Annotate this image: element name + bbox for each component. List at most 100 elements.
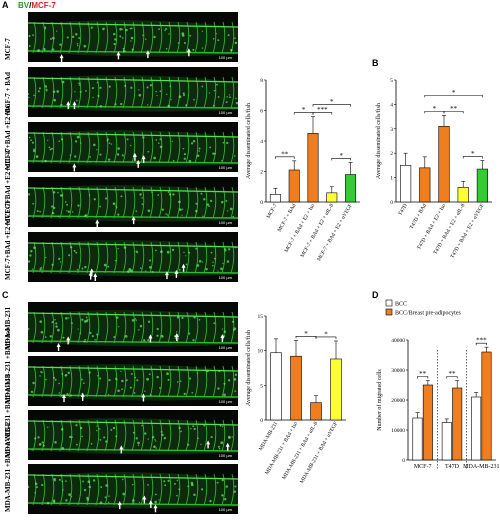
panel-label-d: D	[372, 290, 379, 300]
stain-mcf7: MCF-7	[31, 1, 56, 10]
fish-micrograph: 100 µm	[28, 67, 238, 117]
bar	[269, 194, 281, 203]
x-tick-label: MDA-MB-231 + BAd + αIL-8	[281, 421, 319, 481]
significance-bracket	[315, 336, 337, 339]
y-tick-label: 30000	[391, 368, 405, 374]
stain-legend: BV/MCF-7	[18, 1, 56, 10]
bar	[457, 187, 469, 203]
stain-bv: BV	[18, 1, 30, 10]
fish-row-label: MDA-MB-231 +BAd+αVEGF	[4, 422, 12, 512]
y-axis-label: Number of migrated cells	[376, 369, 383, 431]
bar	[330, 358, 342, 421]
significance-bracket	[462, 156, 483, 159]
fish-micrograph: 100 µm	[28, 464, 238, 514]
y-tick-label: 2	[260, 170, 263, 176]
chart-a: 0 2 4 6 8 Average disseminated cells/fish MCF-…	[240, 58, 365, 290]
significance-label: *	[471, 150, 475, 158]
scale-bar: 100 µm	[218, 275, 232, 280]
chart-b: 0 1 2 3 4 5 Average disseminated cells/fish T47…	[370, 58, 498, 290]
bar	[400, 165, 412, 203]
legend-label: BCC	[395, 302, 407, 308]
significance-bracket	[275, 156, 295, 159]
significance-bracket	[443, 111, 464, 114]
bar	[481, 351, 492, 461]
legend-label: BCC/Breast pre-adipocytes	[395, 311, 461, 317]
significance-label: **	[450, 105, 458, 113]
scale-bar: 100 µm	[218, 165, 232, 170]
chart-c: 0 5 10 15 Average disseminated cells/fish MDA…	[240, 300, 365, 515]
significance-label: *	[452, 89, 456, 97]
significance-label: *	[339, 152, 343, 160]
fish-row-label: MCF-7	[4, 38, 12, 60]
x-tick-label: MDA-MB-231	[258, 421, 279, 452]
significance-label: **	[419, 370, 427, 378]
fish-micrograph: 100 µm	[28, 356, 238, 406]
significance-label: *	[433, 105, 437, 113]
y-tick-label: 5	[390, 78, 393, 84]
y-tick-label: 10	[258, 349, 264, 355]
fish-row-label: MCF-7+BAd +E2+αVEGF	[4, 199, 12, 280]
significance-bracket	[424, 95, 483, 98]
significance-label: *	[302, 106, 306, 114]
bar	[270, 352, 282, 421]
bar	[422, 384, 433, 461]
x-tick-label: MCF-7	[266, 203, 279, 220]
bar	[326, 192, 338, 203]
fish-micrograph: 100 µm	[28, 177, 238, 227]
bar	[310, 402, 322, 421]
fish-micrograph: 100 µm	[28, 122, 238, 172]
panel-label-b: B	[372, 58, 379, 68]
x-tick-label: T47D	[397, 203, 408, 217]
legend-swatch	[385, 308, 393, 316]
significance-bracket	[331, 158, 351, 161]
significance-label: ***	[317, 106, 328, 114]
significance-label: ***	[476, 337, 487, 345]
bar	[438, 126, 450, 203]
x-tick-label: MDA-MB-231 + BAd + αVEGF	[299, 421, 339, 485]
y-tick-label: 0	[402, 458, 405, 464]
significance-label: **	[449, 370, 457, 378]
significance-label: **	[281, 150, 289, 158]
y-tick-label: 5	[260, 383, 263, 389]
y-tick-label: 8	[260, 78, 263, 84]
fish-micrograph: 100 µm	[28, 302, 238, 352]
y-tick-label: 0	[390, 200, 393, 206]
bar	[288, 169, 300, 203]
bar	[441, 422, 452, 461]
panel-label-a: A	[2, 0, 9, 10]
y-tick-label: 4	[260, 139, 263, 145]
significance-bracket	[417, 376, 429, 379]
bar	[476, 168, 488, 203]
scale-bar: 100 µm	[218, 110, 232, 115]
scale-bar: 100 µm	[218, 507, 232, 512]
y-tick-label: 20000	[391, 398, 405, 404]
panel-label-c: C	[2, 290, 9, 300]
significance-bracket	[312, 112, 333, 115]
stain-sep: /	[29, 1, 32, 10]
x-tick-label: T47D + BAd + E2 + αVEGF	[450, 203, 486, 260]
bar	[412, 417, 423, 461]
scale-bar: 100 µm	[218, 399, 232, 404]
y-axis-label: Average disseminated cells/fish	[245, 103, 252, 179]
bar	[452, 387, 463, 461]
y-axis-label: Average disseminated cells/fish	[245, 330, 252, 406]
scale-bar: 100 µm	[218, 55, 232, 60]
y-tick-label: 15	[258, 314, 264, 320]
x-tick-label: MCF-7 + BAd + E2 + αVEGF	[316, 203, 354, 262]
x-tick-label: MDA-MB-231	[463, 464, 499, 470]
y-tick-label: 40000	[391, 338, 405, 344]
legend-swatch	[385, 299, 393, 307]
y-tick-label: 4	[390, 102, 393, 108]
y-tick-label: 3	[390, 127, 393, 133]
y-tick-label: 0	[260, 418, 263, 424]
y-tick-label: 1	[390, 176, 393, 182]
scale-bar: 100 µm	[218, 220, 232, 225]
x-tick-label: MCF-7 + BAd	[277, 203, 298, 233]
significance-label: *	[330, 98, 334, 106]
scale-bar: 100 µm	[218, 345, 232, 350]
y-axis-label: Average disseminated cells/fish	[375, 103, 382, 179]
bar	[307, 133, 319, 203]
bar	[419, 167, 431, 203]
y-tick-label: 10000	[391, 428, 405, 434]
significance-label: *	[324, 330, 328, 338]
